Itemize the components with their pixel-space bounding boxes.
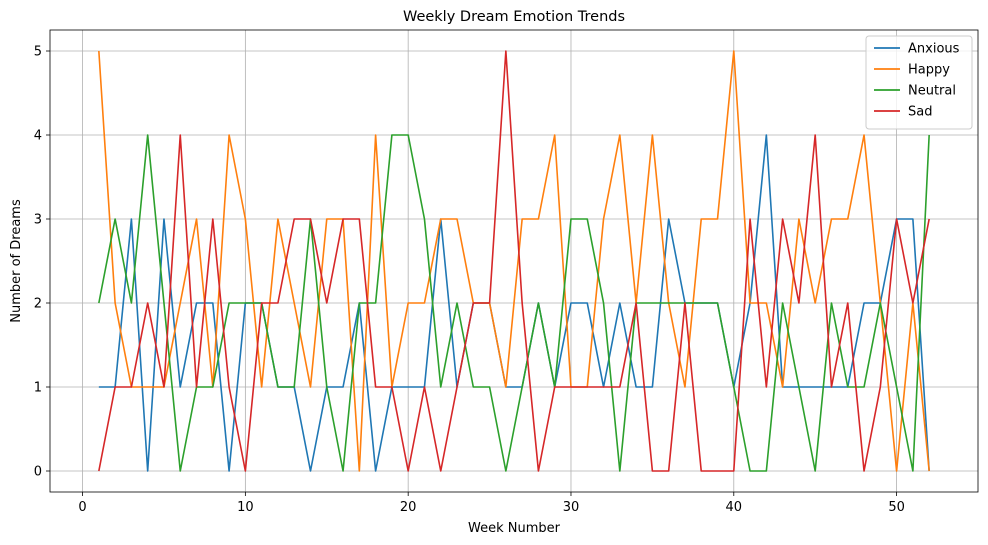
legend-label: Anxious (908, 42, 960, 57)
x-tick-label: 10 (237, 500, 254, 515)
x-tick-label: 0 (78, 500, 86, 515)
y-tick-label: 1 (34, 381, 42, 396)
x-tick-label: 20 (400, 500, 417, 515)
chart-title: Weekly Dream Emotion Trends (403, 9, 625, 25)
x-tick-label: 30 (563, 500, 580, 515)
x-tick-label: 50 (888, 500, 905, 515)
y-tick-label: 3 (34, 213, 42, 228)
y-tick-label: 4 (34, 129, 42, 144)
series-line-sad (98, 50, 930, 472)
x-tick-label: 40 (726, 500, 743, 515)
legend-label: Neutral (908, 84, 956, 99)
series-line-neutral (98, 134, 930, 472)
y-axis-ticks: 0 1 2 3 4 5 (34, 45, 50, 480)
legend-box (865, 35, 973, 130)
x-axis-title: Week Number (468, 521, 561, 536)
y-axis-title: Number of Dreams (9, 199, 24, 323)
legend-label: Happy (908, 63, 950, 78)
y-tick-label: 2 (34, 297, 42, 312)
y-tick-label: 5 (34, 45, 42, 60)
series-line-anxious (98, 134, 930, 472)
x-axis-ticks: 0 10 20 30 40 50 (78, 492, 905, 515)
series-line-happy (98, 50, 930, 472)
series-lines (98, 50, 930, 472)
plot-area-frame (49, 29, 979, 493)
y-tick-label: 0 (34, 465, 42, 480)
legend: Anxious Happy Neutral Sad (865, 35, 973, 130)
legend-label: Sad (908, 105, 932, 120)
